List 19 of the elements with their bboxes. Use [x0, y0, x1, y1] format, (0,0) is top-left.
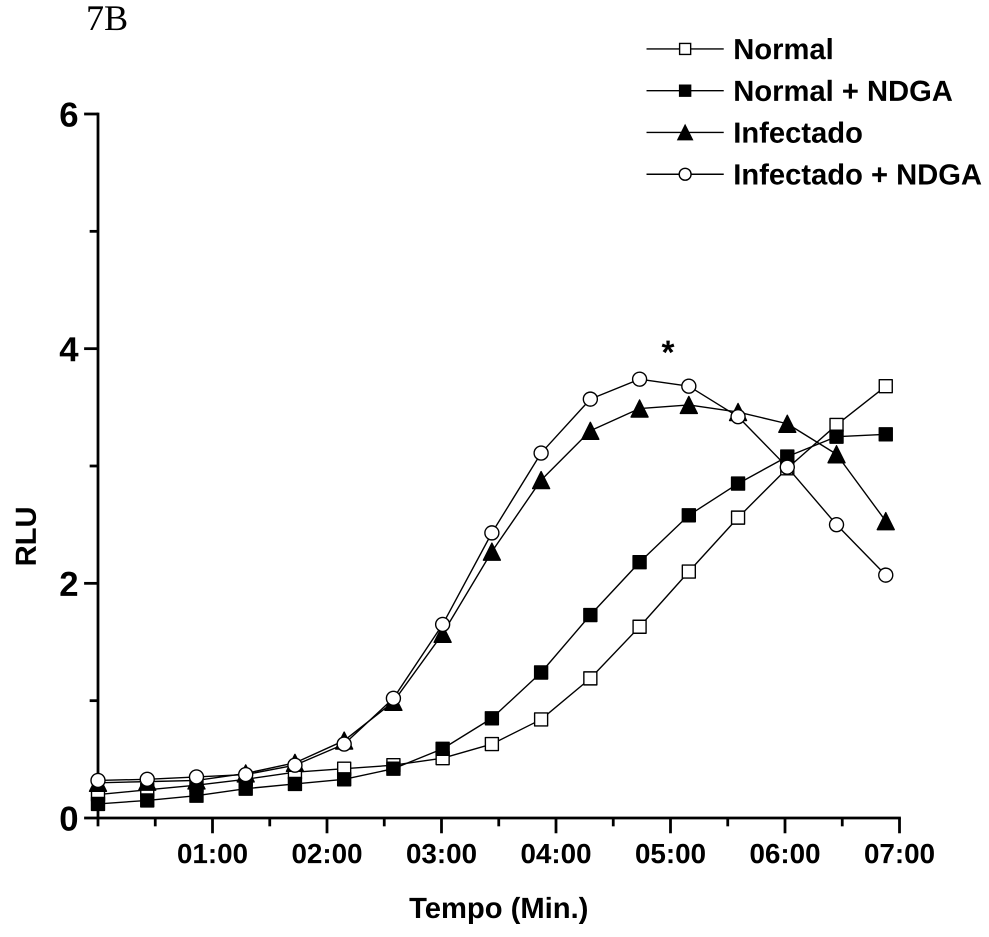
annotation: * [662, 340, 674, 354]
x-tick-label: 02:00 [292, 844, 362, 864]
legend-label: Infectado + NDGA [735, 163, 982, 185]
y-axis-title: RLU [16, 508, 36, 564]
chart-title: 7B [88, 6, 126, 30]
y-tick-label: 0 [60, 806, 78, 831]
legend-label: Normal + NDGA [735, 80, 952, 102]
x-tick-label: 03:00 [407, 844, 476, 864]
x-axis-title: Tempo (Min.) [409, 896, 587, 924]
legend-label: Infectado [735, 122, 862, 143]
x-tick-label: 04:00 [522, 844, 590, 864]
legend-label: Normal [735, 38, 832, 60]
x-tick-label: 05:00 [636, 844, 705, 864]
y-tick-label: 4 [60, 337, 78, 362]
y-tick-label: 6 [60, 102, 78, 127]
x-tick-label: 07:00 [865, 844, 934, 864]
y-tick-label: 2 [60, 572, 78, 596]
x-tick-label: 06:00 [750, 844, 820, 864]
x-tick-label: 01:00 [178, 844, 247, 864]
